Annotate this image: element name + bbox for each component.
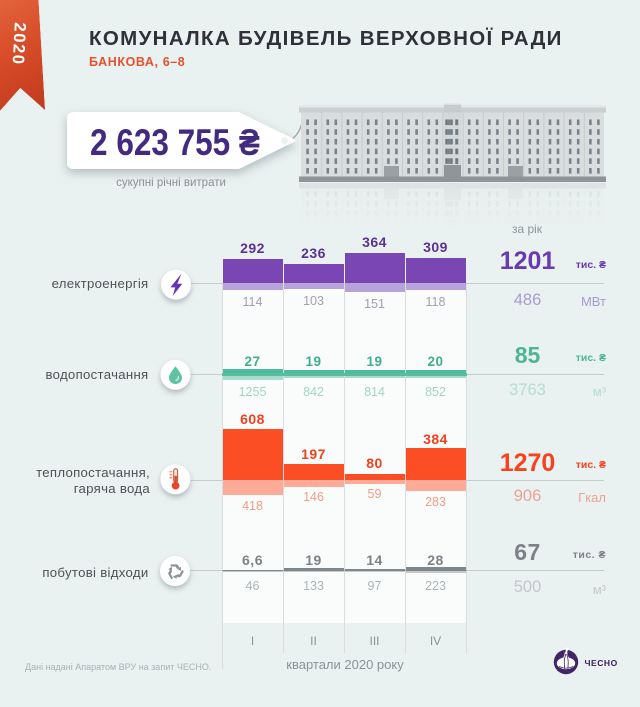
svg-text:ЧЕСНО: ЧЕСНО: [585, 658, 618, 668]
svg-text:2020: 2020: [9, 22, 29, 66]
